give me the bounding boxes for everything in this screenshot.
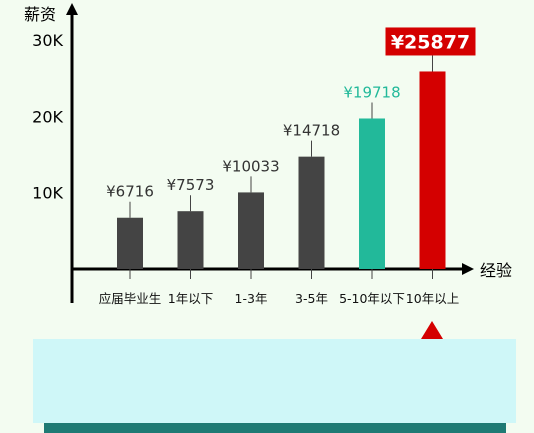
x-tick-labels: 应届毕业生 1年以下 1-3年 3-5年 5-10年以下 10年以上 xyxy=(99,291,459,306)
bar-0 xyxy=(117,218,143,269)
bar-5 xyxy=(420,71,446,269)
salary-bar-chart: 薪资 经验 10K 20K 30K ¥6716 ¥7573 ¥10033¥14718 ¥1… xyxy=(0,0,534,340)
bar-value-label: ¥19718 xyxy=(343,83,400,101)
y-axis-title: 薪资 xyxy=(24,5,56,24)
bar-value-label: ¥25877 xyxy=(391,31,470,53)
x-tick-label: 5-10年以下 xyxy=(339,291,405,306)
bars: ¥6716 ¥7573 ¥10033¥14718 ¥19718 ¥25877 xyxy=(106,27,475,279)
bar-value-label: ¥10033 xyxy=(222,157,279,175)
info-panel xyxy=(33,339,516,423)
bar-value-label: ¥6716 xyxy=(106,183,154,201)
x-axis-arrow xyxy=(462,263,474,275)
bar-4 xyxy=(359,118,385,269)
bar-1 xyxy=(178,211,204,269)
bar-3 xyxy=(299,157,325,269)
y-tick-labels: 10K 20K 30K xyxy=(32,31,63,203)
x-tick-label: 10年以上 xyxy=(406,291,459,306)
y-tick-label: 20K xyxy=(32,107,63,126)
x-tick-label: 1-3年 xyxy=(235,291,268,306)
y-axis-arrow xyxy=(66,3,78,15)
x-tick-label: 应届毕业生 xyxy=(99,291,162,306)
bar-value-label: ¥14718 xyxy=(283,122,340,140)
bar-value-label: ¥7573 xyxy=(167,176,215,194)
y-tick-label: 10K xyxy=(32,184,63,203)
x-tick-label: 1年以下 xyxy=(168,291,213,306)
info-panel-footer-bar xyxy=(44,423,506,433)
y-tick-label: 30K xyxy=(32,31,63,50)
highlight-pointer-triangle xyxy=(421,321,443,339)
bar-2 xyxy=(238,192,264,269)
x-axis-title: 经验 xyxy=(480,261,512,280)
x-tick-label: 3-5年 xyxy=(295,291,328,306)
